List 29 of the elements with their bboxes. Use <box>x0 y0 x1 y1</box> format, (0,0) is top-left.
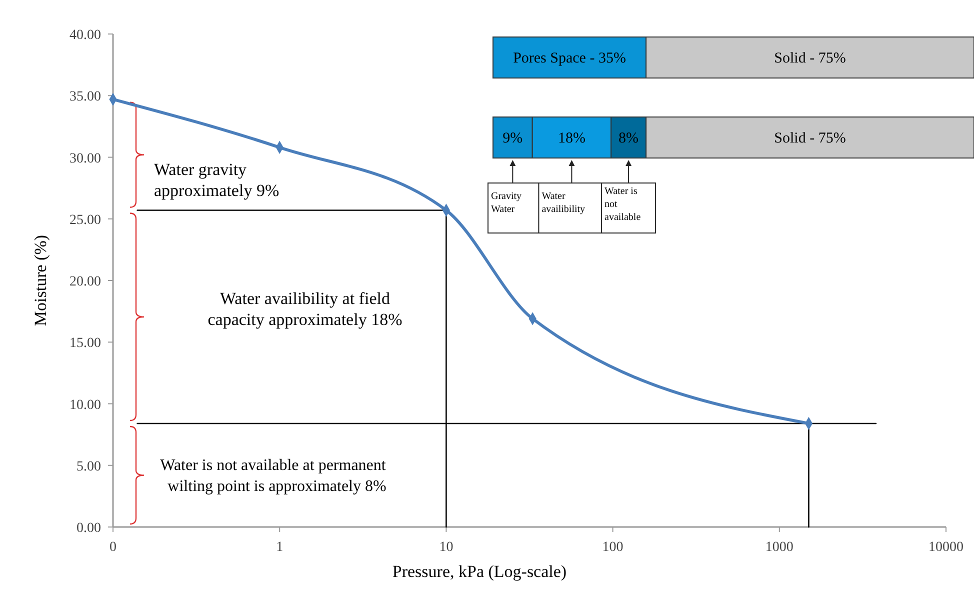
y-tick-label: 35.00 <box>70 90 101 105</box>
annotation: Water availibility <box>542 191 586 215</box>
x-axis-title: Pressure, kPa (Log-scale) <box>392 562 567 581</box>
annotation: Water is not available <box>604 186 642 223</box>
y-tick-label: 30.00 <box>70 151 101 166</box>
y-tick-label: 0.00 <box>76 521 101 536</box>
x-tick-label: 1000 <box>765 540 794 555</box>
annotation: Water gravity approximately 9% <box>154 160 280 200</box>
y-tick-label: 40.00 <box>70 28 101 43</box>
y-tick-label: 5.00 <box>76 459 101 474</box>
x-tick-label: 1 <box>276 540 284 555</box>
y-tick-label: 15.00 <box>70 336 101 352</box>
y-tick-label: 10.00 <box>70 398 101 413</box>
x-tick-label: 10000 <box>928 540 964 555</box>
x-tick-label: 10 <box>439 540 454 555</box>
data-label: 9% <box>502 130 523 146</box>
text: Solid - 75% <box>774 130 846 146</box>
annotation: Water availibility at field capacity approximately 18% <box>208 289 402 329</box>
text: Pores Space - 35% <box>513 50 626 66</box>
y-axis-title: Moisture (%) <box>31 234 50 326</box>
text: Solid - 75% <box>774 50 846 66</box>
x-tick-label: 100 <box>602 540 624 555</box>
data-label: 8% <box>618 130 639 146</box>
y-tick-label: 20.00 <box>70 274 101 290</box>
data-label: 18% <box>558 130 586 146</box>
x-tick-label: 0 <box>110 540 116 555</box>
annotation: Water is not available at permanent wilting point is approximately 8% <box>160 457 386 495</box>
annotation: Gravity Water <box>491 191 522 215</box>
y-tick-label: 25.00 <box>70 212 101 228</box>
